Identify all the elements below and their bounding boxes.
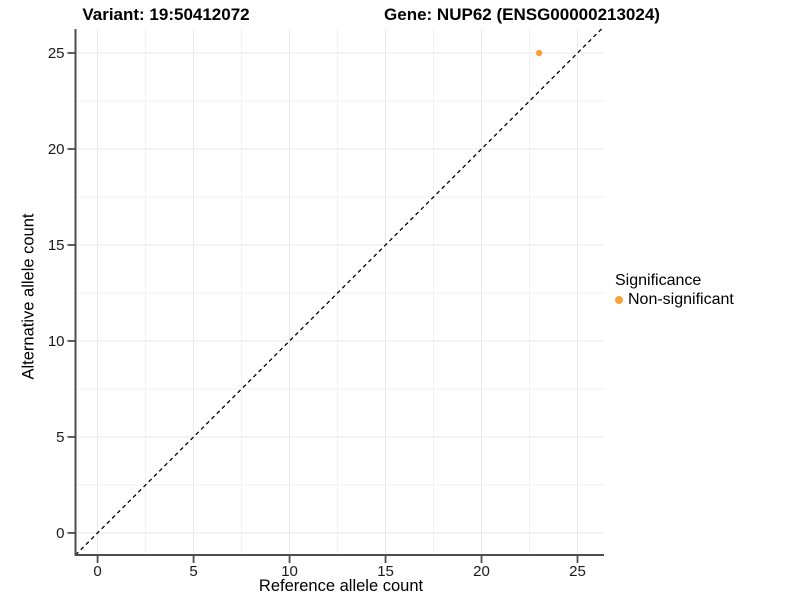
- y-tick-label: 25: [48, 45, 65, 62]
- y-tick-label: 0: [56, 525, 64, 542]
- legend-dot-icon: [615, 296, 623, 304]
- x-tick-label: 25: [569, 563, 586, 580]
- variant-title: Variant: 19:50412072: [82, 5, 250, 24]
- data-point: [535, 49, 543, 57]
- x-tick-label: 5: [189, 563, 197, 580]
- x-axis-label: Reference allele count: [258, 577, 424, 595]
- y-tick-label: 5: [56, 429, 64, 446]
- legend-item-non-significant: Non-significant: [615, 291, 734, 309]
- legend: Significance Non-significant: [615, 272, 734, 309]
- x-tick-label: 10: [281, 563, 298, 580]
- y-tick-label: 15: [48, 237, 65, 254]
- x-tick-label: 0: [93, 563, 101, 580]
- y-axis-label: Alternative allele count: [19, 213, 38, 380]
- gene-title: Gene: NUP62 (ENSG00000213024): [384, 5, 660, 24]
- y-tick-label: 20: [48, 141, 65, 158]
- legend-title: Significance: [615, 272, 702, 289]
- x-tick-label: 15: [377, 563, 394, 580]
- identity-dashed-line: [75, 28, 602, 556]
- x-tick-label: 20: [473, 563, 490, 580]
- y-tick-label: 10: [48, 333, 65, 350]
- legend-item-label: Non-significant: [628, 291, 734, 308]
